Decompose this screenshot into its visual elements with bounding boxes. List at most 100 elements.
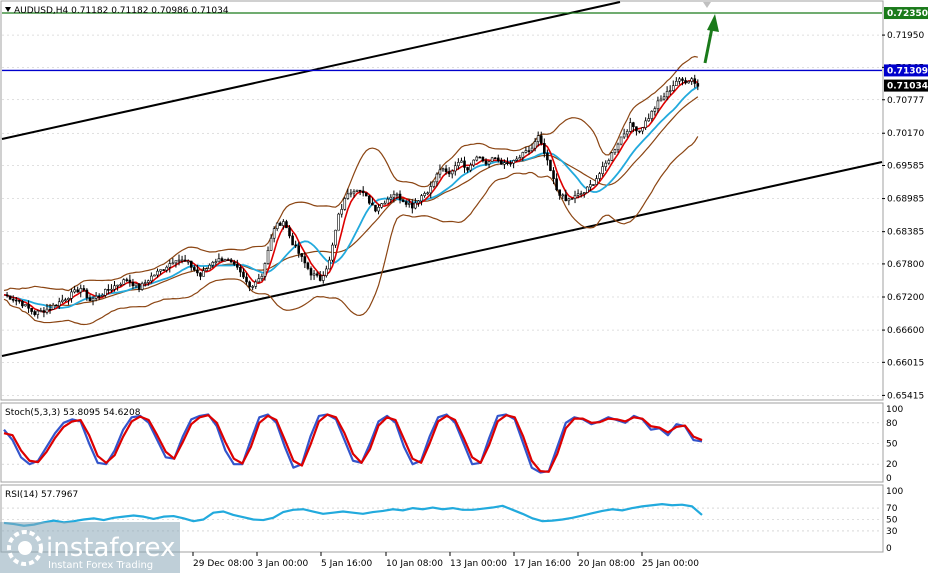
collapse-triangle-icon[interactable] bbox=[5, 7, 11, 12]
candle-body bbox=[358, 189, 362, 192]
candle-body bbox=[232, 261, 236, 265]
candle-body bbox=[116, 284, 119, 287]
candle-body bbox=[303, 256, 307, 264]
candle-body bbox=[278, 222, 282, 226]
stochastic-panel: 100 80 50 20 0 bbox=[2, 405, 903, 484]
candle-body bbox=[328, 259, 331, 270]
candle-body bbox=[521, 152, 525, 158]
candle-body bbox=[690, 78, 693, 82]
candle-body bbox=[604, 162, 608, 167]
indicator-tick-label: 0 bbox=[886, 474, 892, 484]
candle-body bbox=[346, 193, 350, 199]
candle-body bbox=[429, 186, 433, 194]
candle-body bbox=[355, 189, 359, 192]
price-panel-frame bbox=[0, 0, 884, 401]
candle-body bbox=[665, 91, 669, 98]
indicator-tick-label: 100 bbox=[886, 405, 903, 415]
candle-body bbox=[14, 299, 18, 302]
candle-body bbox=[177, 259, 181, 262]
candle-body bbox=[189, 260, 193, 268]
candle-body bbox=[457, 162, 460, 167]
candle-body bbox=[533, 141, 537, 149]
candle-body bbox=[202, 270, 205, 277]
time-tick-label: 3 Jan 00:00 bbox=[257, 559, 309, 569]
candle-body bbox=[229, 259, 233, 263]
candle-body bbox=[411, 203, 414, 209]
candle-body bbox=[33, 311, 37, 315]
candle-body bbox=[263, 263, 267, 277]
candle-body bbox=[321, 275, 325, 281]
candle-body bbox=[94, 295, 98, 299]
candle-body bbox=[54, 304, 58, 307]
candle-body bbox=[444, 168, 448, 172]
candle-body bbox=[668, 90, 672, 92]
time-tick-label: 10 Jan 08:00 bbox=[386, 559, 443, 569]
candle-body bbox=[199, 272, 202, 277]
candle-body bbox=[214, 261, 218, 264]
candle-body bbox=[315, 273, 319, 276]
logo-gear-icon bbox=[7, 530, 43, 566]
horizontal-levels bbox=[2, 12, 882, 72]
arrow-head bbox=[707, 14, 719, 32]
candle-body bbox=[156, 270, 159, 276]
candle-body bbox=[386, 198, 390, 204]
candle-body bbox=[450, 170, 454, 175]
candle-body bbox=[343, 198, 347, 210]
candle-body bbox=[251, 286, 254, 288]
candle-body bbox=[174, 260, 178, 264]
candle-body bbox=[113, 285, 116, 290]
candle-body bbox=[146, 280, 150, 283]
candle-body bbox=[285, 221, 288, 229]
period-separator-marker bbox=[703, 2, 711, 8]
candle-body bbox=[245, 276, 248, 283]
candle-body bbox=[579, 193, 583, 195]
candle-body bbox=[27, 304, 30, 309]
stoch-title: Stoch(5,3,3) 53.8095 54.6208 bbox=[5, 408, 141, 418]
candle-body bbox=[595, 178, 598, 185]
time-tick-label: 17 Jan 16:00 bbox=[514, 559, 571, 569]
candle-body bbox=[555, 178, 558, 191]
candle-body bbox=[159, 269, 162, 272]
candle-body bbox=[641, 127, 644, 132]
candle-body bbox=[662, 96, 666, 100]
candle-body bbox=[48, 308, 52, 311]
candle-body bbox=[70, 291, 73, 299]
candle-body bbox=[297, 245, 301, 254]
indicator-tick-label: 50 bbox=[886, 440, 898, 450]
candle-body bbox=[171, 262, 175, 265]
candle-body bbox=[536, 135, 540, 142]
candle-body bbox=[331, 244, 334, 261]
candle-body bbox=[266, 250, 270, 264]
candle-body bbox=[598, 173, 601, 179]
candle-body bbox=[254, 281, 258, 287]
candle-body bbox=[300, 253, 304, 257]
candle-body bbox=[76, 289, 79, 293]
candle-body bbox=[509, 162, 512, 165]
candle-body bbox=[64, 299, 67, 302]
rsi-title: RSI(14) 57.7967 bbox=[5, 490, 78, 500]
candle-body bbox=[592, 184, 595, 186]
candle-body bbox=[530, 147, 534, 152]
candle-body bbox=[67, 298, 70, 301]
candle-body bbox=[625, 131, 629, 135]
candle-body bbox=[100, 295, 104, 297]
candle-body bbox=[125, 279, 129, 281]
candle-body bbox=[671, 85, 675, 91]
candle-body bbox=[401, 199, 405, 202]
rsi-line bbox=[3, 503, 703, 527]
price-tick-label: 0.65415 bbox=[887, 391, 924, 401]
candle-body bbox=[79, 288, 83, 293]
candle-body bbox=[39, 310, 43, 312]
price-tick-label: 0.66015 bbox=[887, 358, 924, 368]
price-tags: 0.72350 0.71309 0.71034 bbox=[884, 7, 928, 92]
candle-body bbox=[226, 259, 230, 261]
candle-body bbox=[389, 196, 393, 200]
candle-body bbox=[140, 283, 144, 290]
candle-body bbox=[361, 190, 365, 194]
candle-body bbox=[61, 299, 64, 303]
price-tag-box bbox=[884, 64, 928, 77]
candle-body bbox=[684, 80, 687, 84]
candle-body bbox=[36, 310, 40, 315]
candle-body bbox=[73, 289, 76, 293]
candle-body bbox=[582, 192, 586, 194]
